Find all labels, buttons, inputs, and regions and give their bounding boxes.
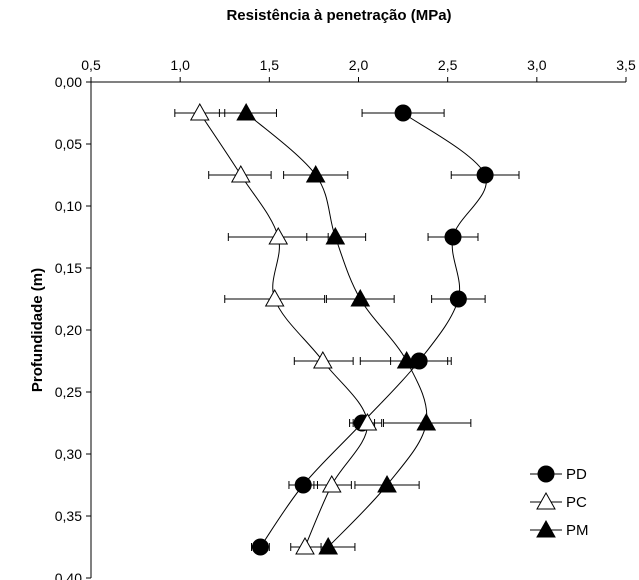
legend-marker-pm (536, 519, 556, 538)
legend-marker-pd (537, 465, 555, 483)
curve-pd (260, 112, 487, 548)
point-pd (444, 228, 462, 246)
x-tick-label: 2,5 (438, 57, 458, 73)
point-pd (294, 476, 312, 494)
point-pm (396, 350, 417, 369)
y-axis-title: Profundidade (m) (29, 268, 46, 392)
point-pd (394, 104, 412, 122)
x-tick-label: 3,0 (527, 57, 547, 73)
point-pm (350, 288, 371, 307)
point-pd (449, 290, 467, 308)
y-tick-label: 0,20 (55, 322, 82, 338)
point-pc (230, 164, 251, 183)
y-tick-label: 0,40 (55, 570, 82, 580)
x-tick-label: 2,0 (349, 57, 369, 73)
x-axis-title: Resistência à penetração (MPa) (226, 7, 451, 24)
error-bars (174, 109, 520, 551)
point-pc (189, 102, 210, 121)
point-pc (264, 288, 285, 307)
legend-marker-pc (536, 491, 556, 510)
point-pm (377, 474, 397, 493)
x-tick-label: 1,0 (170, 57, 190, 73)
x-tick-label: 0,5 (81, 57, 101, 73)
y-tick-label: 0,00 (55, 74, 82, 90)
point-pm (318, 536, 339, 555)
y-tick-label: 0,25 (55, 384, 82, 400)
point-pc (321, 474, 342, 493)
curve-pm (245, 112, 428, 548)
x-tick-label: 1,5 (260, 57, 280, 73)
legend-label-pc: PC (566, 494, 587, 511)
y-tick-label: 0,35 (55, 508, 82, 524)
series-markers (189, 102, 494, 556)
point-pc (268, 226, 289, 245)
y-tick-label: 0,30 (55, 446, 82, 462)
x-tick-label: 3,5 (616, 57, 636, 73)
legend-label-pd: PD (566, 466, 587, 483)
point-pm (236, 102, 257, 121)
y-tick-label: 0,15 (55, 260, 82, 276)
point-pc (295, 536, 315, 555)
y-tick-label: 0,10 (55, 198, 82, 214)
point-pm (416, 412, 437, 431)
y-tick-label: 0,05 (55, 136, 82, 152)
point-pm (305, 164, 326, 183)
legend: PD PC PM (530, 465, 589, 539)
point-pd (251, 538, 269, 556)
point-pm (325, 226, 346, 245)
legend-label-pm: PM (566, 522, 589, 539)
point-pd (476, 166, 494, 184)
point-pc (357, 412, 378, 431)
axes: 0,5 1,0 1,5 2,0 2,5 3,0 3,5 0,00 0,05 0,10 0,15 0,2… (55, 57, 636, 580)
point-pc (312, 350, 333, 369)
